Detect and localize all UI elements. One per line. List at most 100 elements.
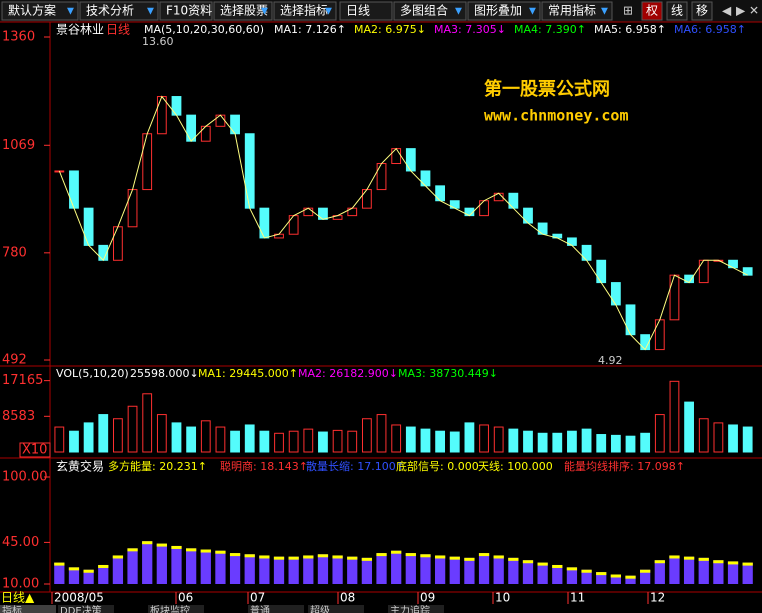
- volume-bar: [142, 393, 153, 453]
- volume-bar: [435, 430, 446, 453]
- energy-cap: [244, 554, 255, 558]
- tab-label[interactable]: 普通: [250, 604, 270, 613]
- candle: [244, 133, 255, 209]
- energy-bar: [742, 562, 753, 584]
- candle: [171, 96, 182, 116]
- energy-cap: [625, 575, 636, 579]
- candle: [259, 207, 270, 239]
- energy-cap: [449, 556, 460, 560]
- energy-bar: [142, 541, 153, 584]
- toolbar-label[interactable]: 日线: [346, 4, 370, 18]
- energy-bar: [654, 560, 665, 584]
- tool-label[interactable]: 线: [671, 4, 683, 18]
- watermark-title: 第一股票公式网: [484, 78, 610, 100]
- tool-button[interactable]: [641, 1, 663, 21]
- grid-icon[interactable]: ⊞: [623, 4, 633, 18]
- volume-bar: [69, 430, 79, 453]
- x-tick-label: 2008/05: [54, 591, 104, 605]
- tab-label[interactable]: 指标: [2, 604, 22, 613]
- toolbar-button[interactable]: [159, 1, 213, 21]
- toolbar-button[interactable]: [541, 1, 613, 21]
- tool-label[interactable]: 权: [646, 4, 658, 18]
- volume-bar: [449, 431, 460, 453]
- energy-cap: [215, 550, 226, 554]
- toolbar-button[interactable]: [339, 1, 393, 21]
- candle: [596, 259, 607, 284]
- energy-cap: [98, 564, 109, 568]
- toolbar-label[interactable]: F10资料: [166, 4, 212, 18]
- candle: [581, 244, 592, 261]
- toolbar-button[interactable]: [1, 1, 79, 21]
- volume-bar: [420, 428, 431, 453]
- dropdown-arrow[interactable]: ▼: [261, 7, 268, 17]
- volume-bar: [215, 426, 226, 453]
- energy-cap: [522, 560, 534, 564]
- volume-bar: [186, 426, 197, 453]
- period: 日线: [106, 23, 130, 37]
- tab[interactable]: [248, 605, 304, 613]
- energy-cap: [713, 560, 724, 564]
- volume-bar: [552, 432, 563, 453]
- tab[interactable]: [58, 605, 114, 613]
- dropdown-arrow[interactable]: ▼: [147, 7, 154, 17]
- volume-bar: [113, 418, 123, 453]
- tab[interactable]: [308, 605, 364, 613]
- next-button[interactable]: ▶: [736, 4, 746, 18]
- energy-bar: [186, 548, 197, 584]
- y-tick-label: 1069: [2, 138, 35, 153]
- period-switch[interactable]: 日线▲: [1, 591, 35, 605]
- energy-bar: [522, 560, 534, 584]
- tab-label[interactable]: 主力追踪: [390, 604, 430, 613]
- dropdown-arrow[interactable]: ▼: [455, 7, 462, 17]
- toolbar-button[interactable]: [273, 1, 337, 21]
- volume-bar: [274, 432, 284, 453]
- toolbar-label[interactable]: 选择指标: [280, 3, 328, 18]
- toolbar-button[interactable]: [393, 1, 467, 21]
- energy-bar: [98, 564, 109, 584]
- candle: [523, 207, 533, 224]
- tab[interactable]: [0, 605, 56, 613]
- high-note: 13.60: [142, 35, 174, 48]
- ma-value: MA5: 6.958↑: [594, 23, 666, 36]
- tab-label[interactable]: 超级: [310, 604, 330, 613]
- energy-bar: [581, 569, 592, 584]
- energy-bar: [405, 553, 416, 584]
- volume-bar: [493, 426, 504, 453]
- tab-label[interactable]: 板块监控: [150, 604, 190, 613]
- toolbar-label[interactable]: 图形叠加: [474, 4, 522, 18]
- energy-cap: [303, 555, 314, 559]
- toolbar-label[interactable]: 默认方案: [8, 3, 56, 18]
- tool-button[interactable]: [666, 1, 688, 21]
- dropdown-arrow[interactable]: ▼: [67, 7, 74, 17]
- tab-label[interactable]: DDE决策: [60, 604, 102, 613]
- toolbar-label[interactable]: 技术分析: [86, 4, 134, 18]
- x-tick-label: 10: [495, 591, 510, 605]
- dropdown-arrow[interactable]: ▼: [529, 7, 536, 17]
- energy-cap: [376, 553, 387, 557]
- close-button[interactable]: ✕: [749, 4, 759, 18]
- toolbar-button[interactable]: [79, 1, 159, 21]
- tool-button[interactable]: [691, 1, 713, 21]
- toolbar-label[interactable]: 常用指标: [548, 3, 596, 18]
- low-note: 4.92: [598, 354, 623, 367]
- dropdown-arrow[interactable]: ▼: [601, 7, 608, 17]
- energy-bar: [347, 556, 358, 584]
- toolbar-label[interactable]: 选择股票: [220, 4, 268, 18]
- energy-cap: [112, 555, 124, 559]
- energy-cap: [640, 569, 651, 573]
- prev-button[interactable]: ◀: [722, 4, 732, 18]
- toolbar-button[interactable]: [213, 1, 273, 21]
- toolbar-button[interactable]: [467, 1, 541, 21]
- toolbar-label[interactable]: 多图组合: [400, 3, 448, 18]
- tab[interactable]: [388, 605, 444, 613]
- x-tick-label: 12: [650, 591, 665, 605]
- energy-bar: [376, 553, 387, 584]
- tool-label[interactable]: 移: [696, 4, 708, 18]
- tab[interactable]: [148, 605, 204, 613]
- volume-label: VOL(5,10,20): [56, 367, 129, 380]
- volume-bar: [479, 424, 489, 453]
- dropdown-arrow[interactable]: ▼: [325, 7, 332, 17]
- energy-cap: [391, 550, 402, 554]
- y-tick-label: 1360: [2, 30, 35, 45]
